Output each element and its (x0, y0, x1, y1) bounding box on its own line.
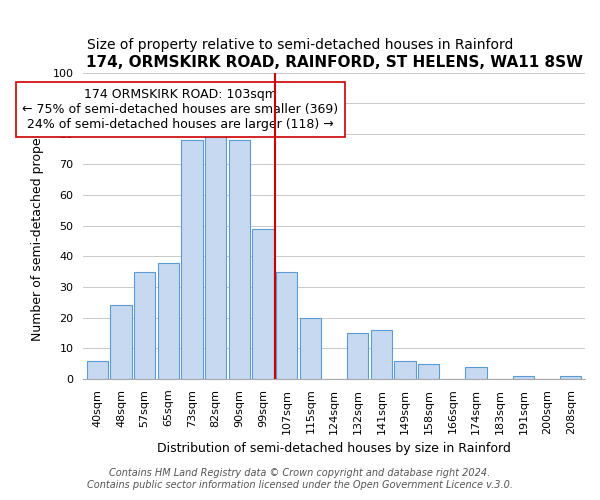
Text: Size of property relative to semi-detached houses in Rainford: Size of property relative to semi-detach… (87, 38, 513, 52)
Bar (347, 333, 368, 379)
Bar (513, 376, 534, 379)
Bar (300, 318, 321, 379)
Bar (181, 140, 203, 379)
Bar (134, 272, 155, 379)
Bar (418, 364, 439, 379)
Bar (371, 330, 392, 379)
Bar (158, 262, 179, 379)
Text: 174 ORMSKIRK ROAD: 103sqm
← 75% of semi-detached houses are smaller (369)
24% of: 174 ORMSKIRK ROAD: 103sqm ← 75% of semi-… (22, 88, 338, 131)
Bar (205, 128, 226, 379)
Bar (86, 360, 108, 379)
Bar (229, 140, 250, 379)
Text: Contains HM Land Registry data © Crown copyright and database right 2024.
Contai: Contains HM Land Registry data © Crown c… (87, 468, 513, 490)
Bar (110, 306, 131, 379)
Y-axis label: Number of semi-detached properties: Number of semi-detached properties (31, 110, 44, 342)
Bar (276, 272, 298, 379)
Bar (394, 360, 416, 379)
Bar (560, 376, 581, 379)
X-axis label: Distribution of semi-detached houses by size in Rainford: Distribution of semi-detached houses by … (157, 442, 511, 455)
Bar (253, 229, 274, 379)
Title: 174, ORMSKIRK ROAD, RAINFORD, ST HELENS, WA11 8SW: 174, ORMSKIRK ROAD, RAINFORD, ST HELENS,… (86, 55, 583, 70)
Bar (466, 366, 487, 379)
